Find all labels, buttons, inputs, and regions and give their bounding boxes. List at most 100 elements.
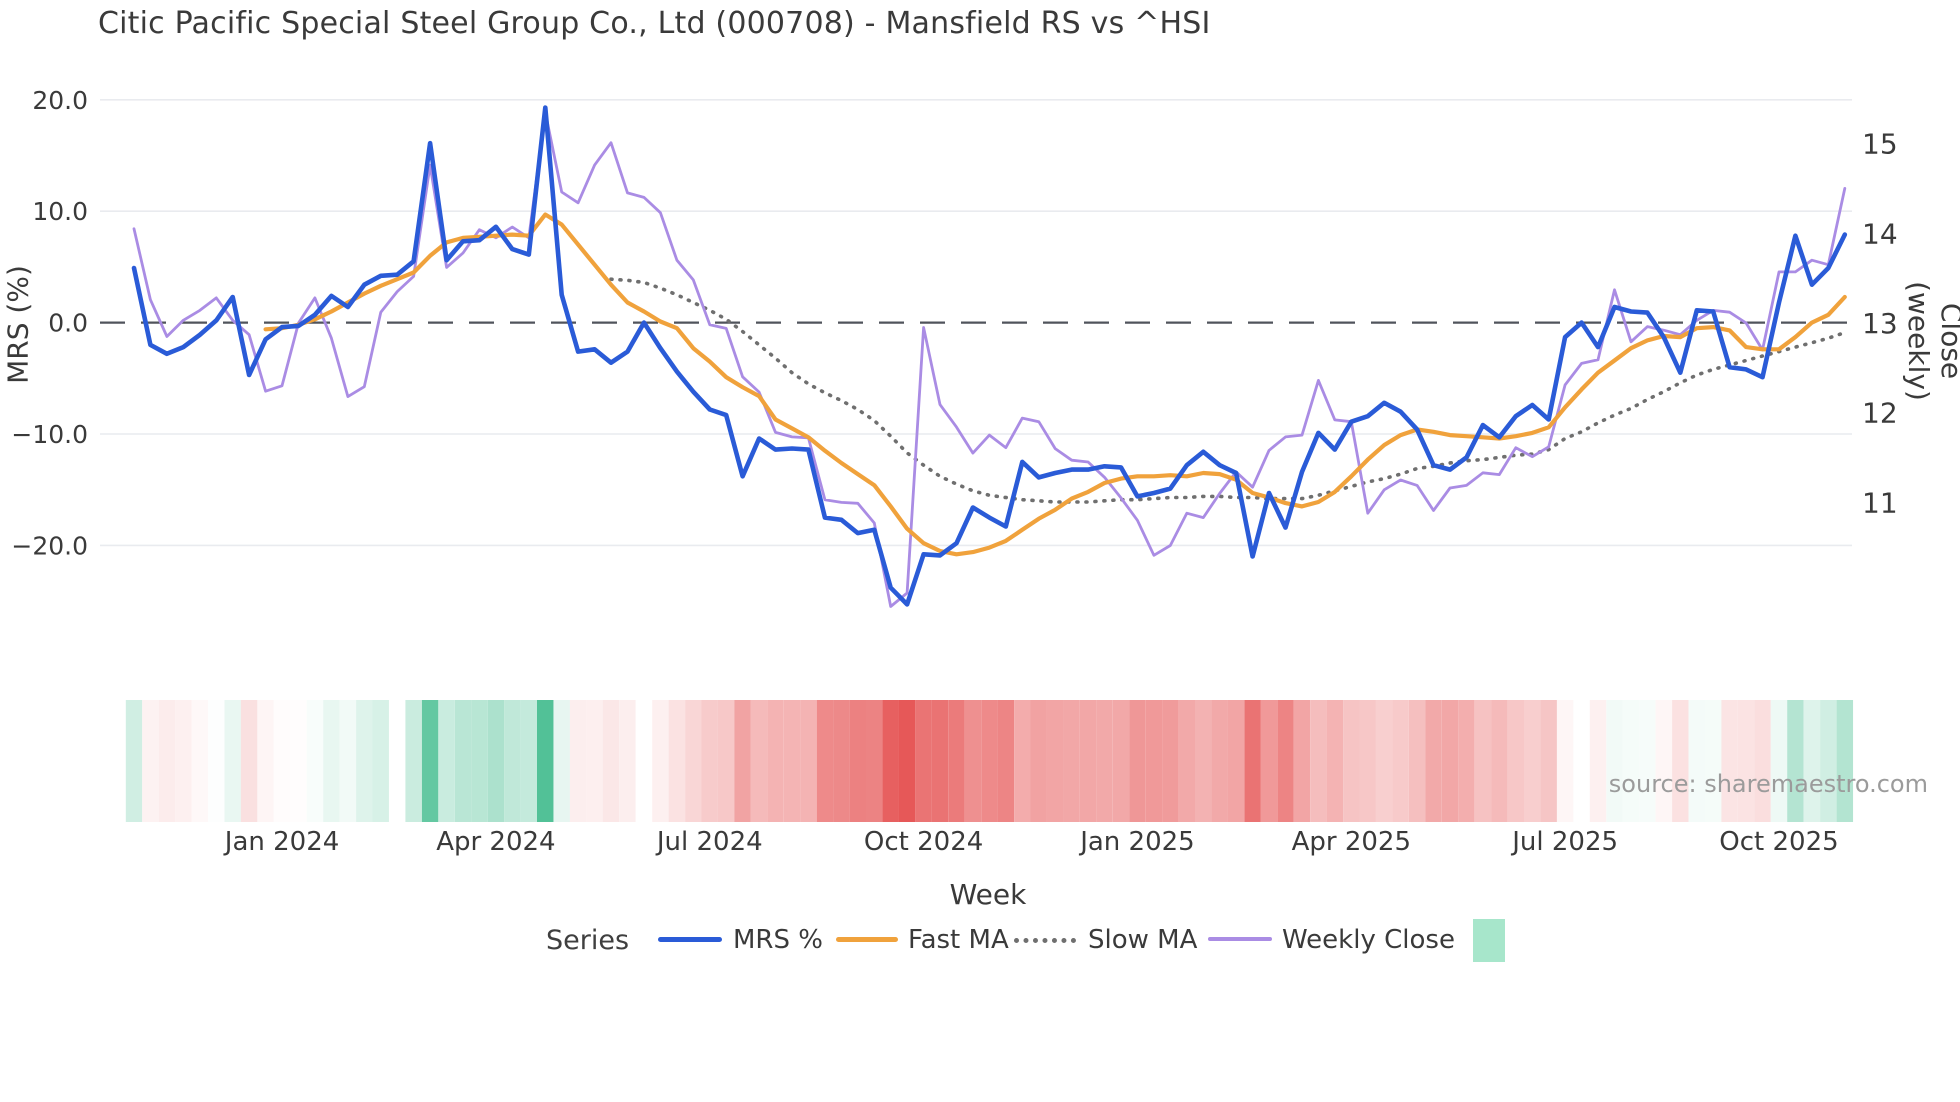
heatmap-cell xyxy=(964,700,982,822)
weekly-close-line xyxy=(132,110,1847,608)
heatmap-cell xyxy=(273,700,291,822)
heatmap-cell xyxy=(915,700,932,822)
legend-heatmap-square-icon xyxy=(1473,919,1505,962)
heatmap-cell xyxy=(816,700,834,822)
heatmap-cell xyxy=(1145,700,1163,822)
legend-item-weekly-close: Weekly Close xyxy=(1282,925,1455,955)
heatmap-cell xyxy=(240,700,258,822)
legend-item-mrs: MRS % xyxy=(733,925,823,955)
heatmap-cell xyxy=(1310,700,1327,822)
y-tick-label-right: 13 xyxy=(1862,307,1898,340)
heatmap-cell xyxy=(1079,700,1097,822)
heatmap-cell xyxy=(783,700,801,822)
heatmap-cell xyxy=(1787,700,1804,822)
heatmap-cell xyxy=(1096,700,1113,822)
heatmap-cell xyxy=(1622,700,1640,822)
legend-item-fast-ma: Fast MA xyxy=(908,925,1009,955)
heatmap-cell xyxy=(1672,700,1689,822)
heatmap-cell xyxy=(1770,700,1788,822)
heatmap-cell xyxy=(1030,700,1047,822)
heatmap-cell xyxy=(1721,700,1738,822)
heatmap-cell xyxy=(1326,700,1344,822)
heatmap-cell xyxy=(372,700,389,822)
heatmap-cell xyxy=(1244,700,1261,822)
heatmap-cell xyxy=(1507,700,1525,822)
y-tick-label-right: 11 xyxy=(1862,486,1898,519)
heatmap-cell xyxy=(1688,700,1705,822)
heatmap-cell xyxy=(569,700,587,822)
heatmap-cell xyxy=(1639,700,1656,822)
heatmap-cell xyxy=(1589,700,1607,822)
heatmap-cell xyxy=(1425,700,1442,822)
y-axis-label-right: Close (weekly) xyxy=(1902,281,1960,401)
y-tick-label-right: 12 xyxy=(1862,397,1898,430)
heatmap-cell xyxy=(1408,700,1426,822)
heatmap-cell xyxy=(191,700,209,822)
heatmap-cell xyxy=(224,700,241,822)
x-tick-label: Jan 2025 xyxy=(1078,827,1195,857)
heatmap-cell xyxy=(734,700,751,822)
heatmap-cell xyxy=(257,700,274,822)
y-tick-label-right: 15 xyxy=(1862,128,1898,161)
heatmap-cell xyxy=(635,700,653,822)
legend-swatch-slow-ma-icon xyxy=(1014,938,1076,943)
heatmap-cell xyxy=(750,700,768,822)
heatmap-cell xyxy=(718,700,735,822)
heatmap-cell xyxy=(1359,700,1376,822)
heatmap-cell xyxy=(356,700,373,822)
x-tick-label: Oct 2025 xyxy=(1719,827,1838,857)
heatmap-cell xyxy=(833,700,850,822)
heatmap-cell xyxy=(1211,700,1228,822)
heatmap-cell xyxy=(948,700,965,822)
heatmap-cell xyxy=(1573,700,1590,822)
heatmap-cell xyxy=(438,700,455,822)
x-tick-label: Apr 2024 xyxy=(436,827,555,857)
heatmap-cell xyxy=(652,700,669,822)
heatmap-cell xyxy=(1014,700,1031,822)
heatmap-cell xyxy=(1063,700,1080,822)
heatmap-cell xyxy=(504,700,521,822)
heatmap-cell xyxy=(405,700,422,822)
heatmap-cell xyxy=(1343,700,1360,822)
y-tick-label-left: 0.0 xyxy=(48,309,88,338)
heatmap-cell xyxy=(1277,700,1294,822)
heatmap-cell xyxy=(1737,700,1755,822)
heatmap-cell xyxy=(800,700,817,822)
heatmap-cell xyxy=(1491,700,1508,822)
heatmap-cell xyxy=(1606,700,1623,822)
y-tick-label-left: 10.0 xyxy=(32,197,88,226)
heatmap-cell xyxy=(158,700,176,822)
legend-title: Series xyxy=(546,925,630,956)
heatmap-cell xyxy=(323,700,340,822)
heatmap-cell xyxy=(1655,700,1673,822)
x-tick-label: Jul 2025 xyxy=(1510,827,1618,857)
fast-ma-line xyxy=(263,212,1847,557)
heatmap-cell xyxy=(454,700,472,822)
heatmap-cell xyxy=(1524,700,1541,822)
heatmap-cell xyxy=(1376,700,1393,822)
heatmap-cell xyxy=(142,700,159,822)
heatmap-cell xyxy=(1293,700,1311,822)
heatmap-cell xyxy=(1441,700,1459,822)
heatmap-cell xyxy=(1803,700,1821,822)
heatmap-cell xyxy=(1047,700,1064,822)
heatmap-cell xyxy=(602,700,620,822)
heatmap-cell xyxy=(471,700,488,822)
heatmap-cell xyxy=(1129,700,1146,822)
heatmap-cell xyxy=(537,700,554,822)
heatmap-cell xyxy=(1458,700,1475,822)
y-axis-label-left: MRS (%) xyxy=(1,265,35,384)
legend-swatch-mrs-icon xyxy=(658,937,722,942)
heatmap-cell xyxy=(1754,700,1771,822)
source-credit: source: sharemaestro.com xyxy=(1608,770,1928,798)
heatmap-cell xyxy=(1836,700,1854,822)
heatmap-cell xyxy=(125,700,143,822)
heatmap-cell xyxy=(767,700,784,822)
legend-swatch-weekly-close-icon xyxy=(1208,937,1272,941)
heatmap-cell xyxy=(421,700,439,822)
heatmap-cell xyxy=(701,700,718,822)
heatmap-cell xyxy=(520,700,538,822)
heatmap-cell xyxy=(175,700,192,822)
heatmap-cell xyxy=(306,700,324,822)
